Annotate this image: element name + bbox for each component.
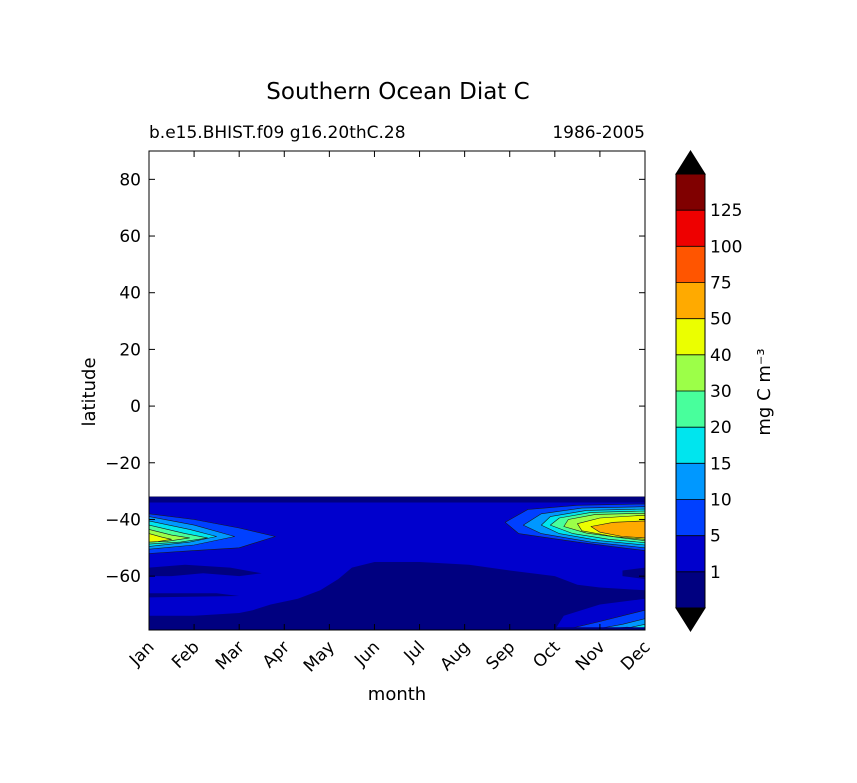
contour-region-top-edge-band (149, 496, 645, 503)
colorbar-tick-label: 50 (710, 310, 732, 330)
plot-area (149, 496, 645, 630)
y-tick-label: 0 (130, 397, 141, 417)
colorbar-tick-label: 100 (710, 237, 742, 257)
colorbar-tick-label: 30 (710, 382, 732, 402)
colorbar-tick-label: 125 (710, 201, 742, 221)
y-axis-ticks: −60 −40 −20 0 20 40 60 80 (105, 170, 645, 587)
contour-region-low-lat-south (149, 562, 645, 630)
y-tick-label: 40 (119, 284, 141, 304)
y-tick-label: −60 (105, 567, 141, 587)
colorbar-swatch (676, 246, 705, 283)
x-tick-label: Jun (350, 637, 384, 671)
colorbar-swatch (676, 282, 705, 319)
chart-subtitle-right: 1986-2005 (552, 123, 645, 143)
colorbar-tick-label: 40 (710, 346, 732, 366)
colorbar-swatch (676, 535, 705, 572)
colorbar-swatch (676, 391, 705, 428)
colorbar-tick-label: 5 (710, 527, 721, 547)
y-tick-label: 80 (119, 170, 141, 190)
colorbar-swatch (676, 427, 705, 464)
colorbar-swatch (676, 210, 705, 247)
colorbar-swatch (676, 354, 705, 391)
x-tick-label: Aug (437, 637, 475, 675)
contour-region-bottom-edge-band (149, 627, 645, 630)
y-tick-label: −40 (105, 510, 141, 530)
colorbar-under-arrow (675, 607, 706, 632)
x-axis-label: month (368, 684, 426, 705)
contour-region-low-lat-mid (149, 564, 262, 577)
x-tick-label: Oct (529, 637, 564, 672)
colorbar-tick-label: 75 (710, 274, 732, 294)
chart-subtitle-left: b.e15.BHIST.f09 g16.20thC.28 (149, 123, 406, 143)
chart-title: Southern Ocean Diat C (266, 79, 529, 105)
colorbar-swatch (676, 499, 705, 536)
x-tick-label: Apr (259, 637, 294, 672)
x-tick-label: Jan (125, 637, 158, 670)
x-tick-label: Feb (168, 637, 203, 672)
contour-region-oct-50 (590, 520, 645, 539)
x-tick-label: Dec (617, 637, 654, 674)
y-axis-label: latitude (79, 357, 100, 426)
colorbar-tick-label: 1 (710, 563, 721, 583)
x-tick-label: Nov (572, 637, 610, 675)
colorbar-swatch (676, 318, 705, 355)
y-tick-label: −20 (105, 454, 141, 474)
colorbar-swatch (676, 571, 705, 608)
colorbar-tick-label: 15 (710, 454, 732, 474)
colorbar-frame (675, 173, 706, 609)
colorbar-label: mg C m⁻³ (754, 348, 775, 435)
colorbar-over-arrow (675, 150, 706, 175)
y-tick-label: 20 (119, 340, 141, 360)
contour-region-low-lat-strip (149, 593, 240, 598)
x-tick-label: May (300, 637, 339, 676)
y-tick-label: 60 (119, 227, 141, 247)
plot-frame (148, 150, 646, 631)
contour-region-jan-40 (149, 533, 172, 543)
colorbar-tick-label: 10 (710, 491, 732, 511)
x-tick-label: Sep (482, 637, 519, 674)
colorbar-tick-label: 20 (710, 418, 732, 438)
colorbar-swatch (676, 174, 705, 211)
x-tick-label: Jul (400, 637, 429, 666)
x-tick-label: Mar (212, 637, 249, 674)
colorbar-swatch (676, 463, 705, 500)
